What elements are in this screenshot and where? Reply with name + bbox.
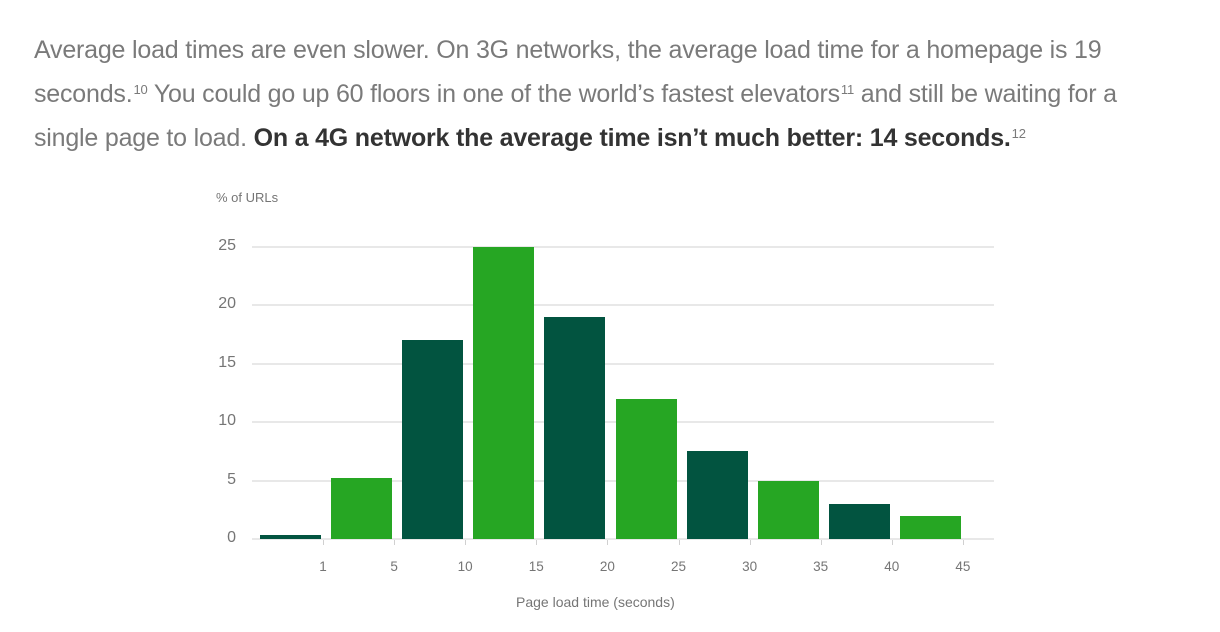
y-tick-label: 5 (227, 470, 236, 488)
x-tick-label: 1 (319, 559, 327, 574)
y-tick-label: 20 (218, 295, 236, 313)
bar-0-1[interactable] (260, 535, 321, 539)
x-tick-mark (749, 540, 751, 545)
x-tick-mark (536, 540, 538, 545)
x-tick-mark (607, 540, 609, 545)
x-tick-mark (820, 540, 822, 545)
gridline-20 (252, 304, 994, 307)
paragraph-line-2b: You could go up 60 floors in one of the … (147, 80, 840, 108)
x-tick-label: 10 (457, 559, 473, 574)
bar-1-5[interactable] (331, 478, 393, 539)
paragraph-line-2a: seconds. (34, 80, 133, 108)
x-tick-label: 20 (599, 559, 615, 574)
intro-paragraph: Average load times are even slower. On 3… (34, 28, 1204, 160)
gridline-15 (252, 362, 994, 365)
bar-5-10[interactable] (402, 340, 464, 539)
footnote-ref-11[interactable]: 11 (840, 82, 854, 97)
bar-40-45[interactable] (899, 515, 961, 539)
x-tick-label: 5 (390, 559, 398, 574)
x-tick-mark (465, 540, 467, 545)
gridline-0 (252, 538, 994, 540)
x-tick-label: 25 (670, 559, 687, 574)
y-tick-label: 0 (227, 529, 236, 546)
x-tick-label: 45 (955, 559, 971, 574)
x-tick-mark (891, 540, 893, 545)
x-tick-label: 35 (813, 559, 829, 574)
x-tick-mark (394, 540, 396, 545)
bar-20-25[interactable] (615, 398, 677, 539)
x-tick-label: 15 (528, 559, 544, 574)
bar-30-35[interactable] (757, 480, 819, 539)
x-tick-mark (962, 540, 964, 545)
y-axis-title: % of URLs (216, 190, 279, 205)
highlight-4g-statement: On a 4G network the average time isn’t m… (253, 124, 1011, 152)
bar-15-20[interactable] (544, 317, 606, 539)
bar-25-30[interactable] (686, 451, 748, 539)
paragraph-line-3a: single page to load. (34, 124, 254, 152)
y-tick-label: 10 (218, 412, 236, 430)
bar-10-15[interactable] (473, 247, 535, 539)
paragraph-line-2c: and still be waiting for a (854, 80, 1117, 108)
bar-35-40[interactable] (828, 503, 890, 539)
x-tick-mark (678, 540, 680, 545)
footnote-ref-10[interactable]: 10 (133, 82, 148, 97)
x-tick-label: 30 (742, 559, 758, 574)
y-tick-label: 15 (218, 353, 236, 371)
y-tick-label: 25 (218, 237, 236, 254)
paragraph-line-1: Average load times are even slower. On 3… (34, 36, 1102, 64)
x-axis-title: Page load time (seconds) (516, 594, 675, 610)
footnote-ref-12[interactable]: 12 (1011, 126, 1026, 141)
x-tick-label: 40 (884, 559, 900, 574)
x-tick-mark (323, 540, 324, 545)
gridline-25 (252, 246, 994, 248)
